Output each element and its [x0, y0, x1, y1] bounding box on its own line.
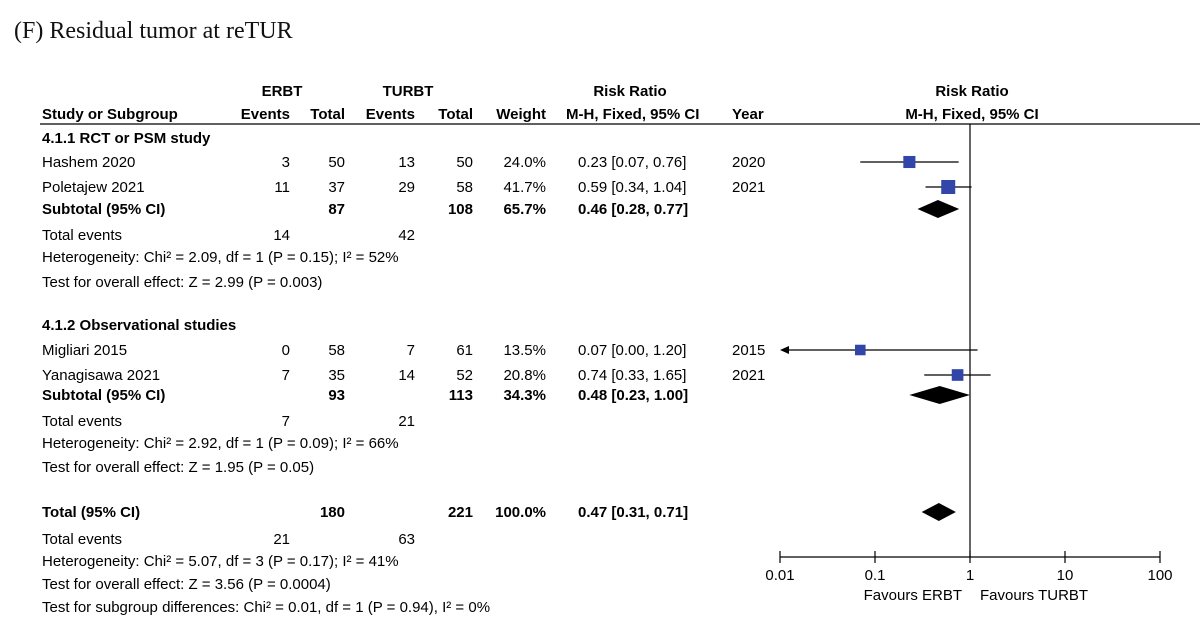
- summary-ci: 0.47 [0.31, 0.71]: [578, 504, 688, 521]
- study-marker: [941, 180, 956, 194]
- study-ci: 0.59 [0.34, 1.04]: [578, 179, 686, 196]
- header-erbt: ERBT: [262, 83, 303, 100]
- turbt-events: 14: [398, 367, 415, 384]
- study-year: 2021: [732, 179, 765, 196]
- subgroup-title: 4.1.2 Observational studies: [42, 317, 236, 334]
- erbt-total: 58: [328, 342, 345, 359]
- header-risk-ratio-plot: Risk Ratio: [935, 83, 1008, 100]
- subgroup-heterogeneity: Heterogeneity: Chi² = 2.92, df = 1 (P = …: [42, 435, 399, 452]
- summary-erbt-total: 180: [320, 504, 345, 521]
- summary-weight: 34.3%: [503, 387, 546, 404]
- summary-turbt-total: 113: [449, 387, 473, 404]
- summary-turbt-total: 221: [448, 504, 473, 521]
- total-events-label: Total events: [42, 227, 122, 244]
- study-year: 2020: [732, 154, 765, 171]
- summary-label: Subtotal (95% CI): [42, 387, 165, 404]
- favours-left-label: Favours ERBT: [864, 587, 962, 604]
- header-risk-ratio-table: Risk Ratio: [593, 83, 666, 100]
- plot-marks: [780, 124, 991, 557]
- summary-erbt-total: 87: [328, 201, 345, 218]
- study-weight: 13.5%: [503, 342, 546, 359]
- total-events-label: Total events: [42, 531, 122, 548]
- study-marker: [951, 369, 964, 381]
- total-events-turbt: 21: [398, 413, 415, 430]
- summary-diamond: [921, 503, 956, 521]
- study-name: Yanagisawa 2021: [42, 367, 160, 384]
- subgroup-heterogeneity: Heterogeneity: Chi² = 2.09, df = 1 (P = …: [42, 249, 399, 266]
- summary-weight: 65.7%: [503, 201, 546, 218]
- subgroup-differences: Test for subgroup differences: Chi² = 0.…: [42, 599, 490, 616]
- study-year: 2015: [732, 342, 765, 359]
- summary-weight: 100.0%: [495, 504, 546, 521]
- total-events-erbt: 21: [273, 531, 290, 548]
- subgroup-overall-effect: Test for overall effect: Z = 2.99 (P = 0…: [42, 274, 322, 291]
- study-ci: 0.74 [0.33, 1.65]: [578, 367, 686, 384]
- turbt-total: 52: [456, 367, 473, 384]
- study-marker: [855, 344, 866, 356]
- header-study: Study or Subgroup: [42, 106, 178, 123]
- panel-label: (F) Residual tumor at reTUR: [14, 18, 293, 44]
- study-name: Poletajew 2021: [42, 179, 145, 196]
- erbt-total: 50: [328, 154, 345, 171]
- study-ci: 0.07 [0.00, 1.20]: [578, 342, 686, 359]
- summary-diamond: [909, 386, 970, 404]
- header-turbt-events: Events: [366, 106, 415, 123]
- x-tick-label: 10: [1057, 567, 1074, 584]
- header-erbt-events: Events: [241, 106, 290, 123]
- x-tick-label: 0.1: [865, 567, 886, 584]
- turbt-total: 58: [456, 179, 473, 196]
- erbt-events: 7: [282, 367, 290, 384]
- summary-turbt-total: 108: [448, 201, 473, 218]
- subgroup-title: 4.1.1 RCT or PSM study: [42, 130, 211, 147]
- header-method-plot: M-H, Fixed, 95% CI: [905, 106, 1038, 123]
- study-name: Migliari 2015: [42, 342, 127, 359]
- turbt-events: 13: [398, 154, 415, 171]
- x-axis: 0.01 0.1 1 10 100 Favours ERBT Favours TURBT: [765, 551, 1173, 604]
- study-year: 2021: [732, 367, 765, 384]
- erbt-events: 11: [274, 179, 290, 196]
- header-turbt-total: Total: [438, 106, 473, 123]
- turbt-total: 50: [456, 154, 473, 171]
- summary-diamond: [917, 200, 960, 218]
- total-events-erbt: 14: [273, 227, 290, 244]
- summary-ci: 0.48 [0.23, 1.00]: [578, 387, 688, 404]
- summary-ci: 0.46 [0.28, 0.77]: [578, 201, 688, 218]
- turbt-events: 7: [407, 342, 415, 359]
- erbt-events: 3: [282, 154, 290, 171]
- subgroup-overall-effect: Test for overall effect: Z = 1.95 (P = 0…: [42, 459, 314, 476]
- total-events-label: Total events: [42, 413, 122, 430]
- favours-right-label: Favours TURBT: [980, 587, 1088, 604]
- header-weight: Weight: [496, 106, 546, 123]
- summary-erbt-total: 93: [328, 387, 345, 404]
- x-tick-label: 100: [1147, 567, 1172, 584]
- total-events-turbt: 42: [398, 227, 415, 244]
- summary-label: Total (95% CI): [42, 504, 140, 521]
- study-ci: 0.23 [0.07, 0.76]: [578, 154, 686, 171]
- header-year: Year: [732, 106, 764, 123]
- header-method-table: M-H, Fixed, 95% CI: [566, 106, 699, 123]
- summary-label: Subtotal (95% CI): [42, 201, 165, 218]
- erbt-events: 0: [282, 342, 290, 359]
- total-events-erbt: 7: [282, 413, 290, 430]
- overall-effect: Test for overall effect: Z = 3.56 (P = 0…: [42, 576, 331, 593]
- total-events-turbt: 63: [398, 531, 415, 548]
- study-marker: [903, 155, 916, 169]
- x-tick-label: 0.01: [765, 567, 794, 584]
- turbt-events: 29: [398, 179, 415, 196]
- study-name: Hashem 2020: [42, 154, 135, 171]
- erbt-total: 35: [328, 367, 345, 384]
- turbt-total: 61: [456, 342, 473, 359]
- study-weight: 24.0%: [503, 154, 546, 171]
- header-turbt: TURBT: [383, 83, 434, 100]
- overall-heterogeneity: Heterogeneity: Chi² = 5.07, df = 3 (P = …: [42, 553, 399, 570]
- x-tick-label: 1: [966, 567, 974, 584]
- erbt-total: 37: [328, 179, 345, 196]
- study-weight: 41.7%: [503, 179, 546, 196]
- header-erbt-total: Total: [310, 106, 345, 123]
- study-weight: 20.8%: [503, 367, 546, 384]
